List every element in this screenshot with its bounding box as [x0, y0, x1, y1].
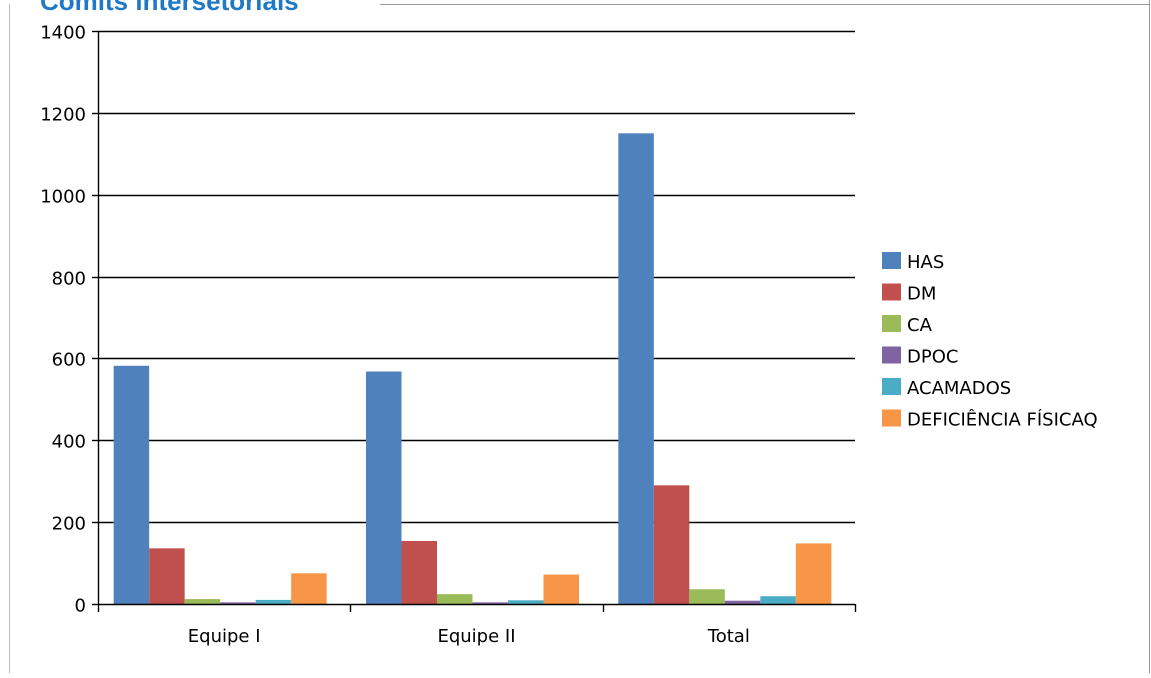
legend-label: ACAMADOS — [907, 378, 1011, 399]
legend-label: DEFICIÊNCIA FÍSICAQ — [907, 409, 1098, 431]
bar-defici-ncia-f-sicaq-total — [795, 543, 832, 604]
bar-ca-total — [689, 589, 725, 604]
y-tick-label: 1200 — [40, 105, 86, 126]
axes — [92, 30, 857, 612]
chart-title-cropped: Comits intersetoriais — [40, 0, 299, 16]
legend-label: CA — [907, 315, 933, 336]
bars-group — [113, 133, 832, 605]
bar-dm-total — [653, 485, 690, 604]
y-tick-label: 400 — [52, 432, 86, 453]
bar-has-equipe-ii — [366, 371, 402, 604]
bar-dpoc-equipe-i — [220, 602, 256, 604]
legend: HAS DM CA DPOC ACAMADOS DEFICIÊNCIA FÍSICAQ — [882, 252, 1098, 431]
bar-dm-equipe-i — [149, 548, 185, 604]
y-tick-label: 800 — [52, 269, 86, 290]
y-tick-label: 1000 — [40, 187, 86, 208]
legend-label: DM — [907, 284, 936, 305]
bar-defici-ncia-f-sicaq-equipe-ii — [543, 574, 579, 604]
legend-swatch — [882, 252, 901, 269]
x-tick-labels: Equipe I Equipe II Total — [188, 626, 750, 647]
legend-swatch — [882, 346, 901, 364]
bar-ca-equipe-ii — [437, 594, 473, 604]
bar-defici-ncia-f-sicaq-equipe-i — [291, 573, 327, 604]
bar-dpoc-total — [724, 600, 761, 604]
bar-has-total — [618, 133, 654, 605]
legend-swatch — [882, 378, 901, 395]
bar-dpoc-equipe-ii — [472, 602, 508, 604]
legend-swatch — [882, 409, 901, 427]
y-tick-label: 1400 — [40, 23, 86, 44]
y-tick-label: 200 — [52, 514, 86, 535]
bar-acamados-total — [760, 596, 796, 604]
x-tick-label: Equipe II — [437, 626, 515, 647]
bar-has-equipe-i — [113, 365, 150, 604]
y-tick-labels: 0 200 400 600 800 1000 1200 1400 — [40, 23, 86, 617]
legend-label: DPOC — [907, 347, 958, 368]
y-tick-label: 600 — [52, 350, 86, 371]
bar-ca-equipe-i — [184, 599, 221, 604]
legend-label: HAS — [907, 252, 944, 273]
bar-acamados-equipe-i — [255, 599, 292, 604]
x-tick-label: Total — [707, 626, 750, 647]
bar-acamados-equipe-ii — [508, 600, 544, 604]
legend-swatch — [882, 315, 901, 332]
legend-swatch — [882, 283, 901, 301]
grid-lines — [98, 30, 855, 524]
bar-dm-equipe-ii — [401, 540, 437, 604]
x-tick-label: Equipe I — [188, 626, 261, 647]
y-tick-label: 0 — [75, 596, 86, 617]
